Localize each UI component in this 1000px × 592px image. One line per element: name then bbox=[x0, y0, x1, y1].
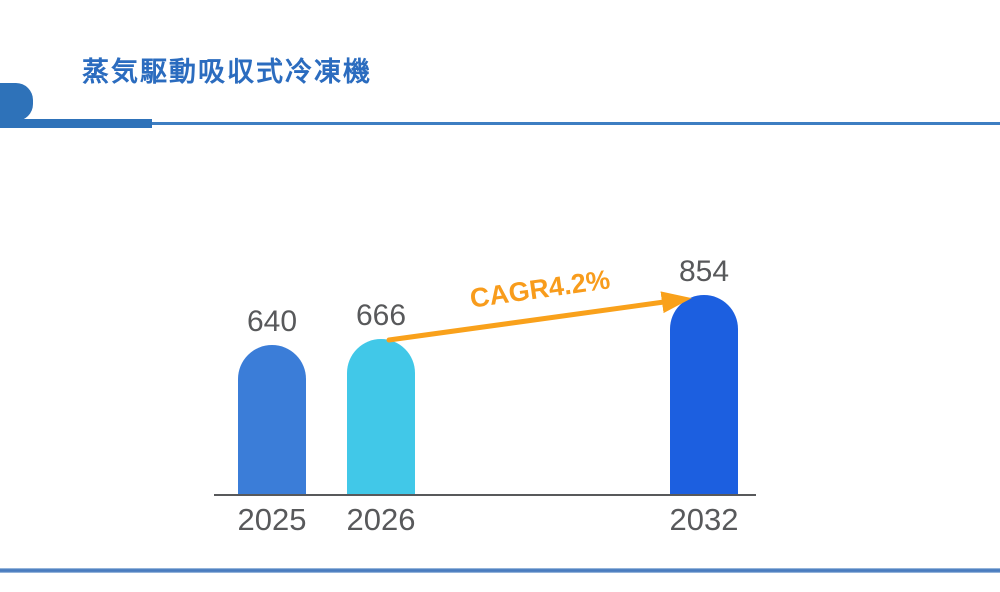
header-rule-accent bbox=[0, 119, 152, 128]
x-axis-line bbox=[214, 494, 756, 496]
value-label-2025: 640 bbox=[246, 305, 298, 338]
bar-2032 bbox=[670, 295, 738, 494]
page-title: 蒸気駆動吸収式冷凍機 bbox=[82, 57, 372, 87]
value-label-2026: 666 bbox=[355, 299, 407, 332]
bar-2026 bbox=[347, 339, 415, 494]
x-tick-2025: 2025 bbox=[237, 502, 307, 537]
x-tick-2032: 2032 bbox=[669, 502, 739, 537]
footer-rule bbox=[0, 568, 1000, 573]
bar-2025 bbox=[238, 345, 306, 494]
x-tick-2026: 2026 bbox=[346, 502, 416, 537]
value-label-2032: 854 bbox=[678, 255, 730, 288]
header-rule bbox=[0, 122, 1000, 125]
header-accent-shape bbox=[0, 83, 33, 121]
cagr-annotation: CAGR4.2% bbox=[467, 264, 612, 314]
